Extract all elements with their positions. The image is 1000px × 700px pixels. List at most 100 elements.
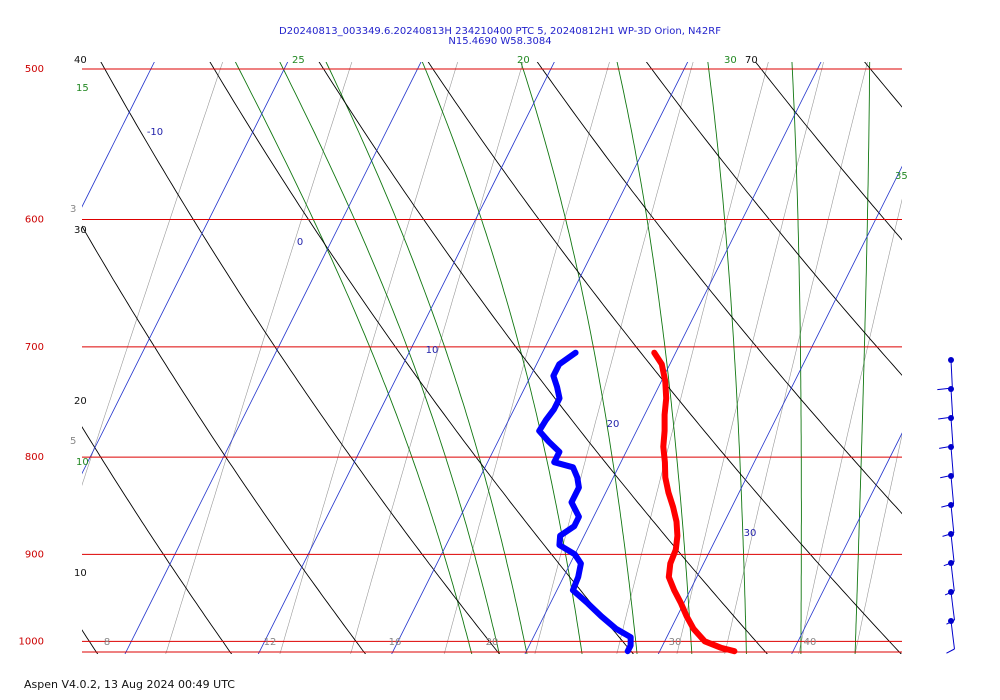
isotherm-line [791,432,902,654]
wind-barb-staff [950,475,955,505]
wind-barb-station-dot [948,589,954,595]
chart-subtitle: N15.4690 W58.3084 [448,36,551,47]
series-point-dewpoint [551,406,557,412]
series-point-temperature [662,378,668,384]
dry-adiabat-label: 70 [745,55,758,66]
mixing-ratio-line [165,62,353,654]
series-point-dewpoint [556,449,562,455]
mixing-ratio-line [443,62,610,654]
mixing-ratio-line [534,62,694,654]
series-point-temperature [663,395,669,401]
wind-barb-staff [950,446,954,476]
wind-barb-station-dot [948,386,954,392]
series-point-temperature [651,350,657,356]
series-point-temperature [674,519,680,525]
series-point-dewpoint [554,384,560,390]
pressure-tick-label: 500 [25,64,44,75]
dry-adiabat-line [318,62,768,654]
moist-adiabat-label: 35 [895,171,908,182]
isotherm-label: 10 [426,345,439,356]
moist-adiabat-line [234,62,473,654]
isotherm-line [391,62,689,654]
moist-adiabat-label: 15 [76,83,89,94]
moist-adiabat-line [325,62,528,654]
isotherm-line [257,62,555,654]
isotherm-line [82,62,289,475]
moist-adiabat-line [854,62,871,654]
wind-barb-station-dot [948,531,954,537]
series-point-dewpoint [550,373,556,379]
series-point-temperature [662,412,668,418]
bottom-tick-label: 30 [669,637,682,648]
series-point-temperature [666,574,672,580]
bottom-tick-label: 12 [264,637,277,648]
dry-adiabat-line [891,0,1000,689]
axis-labels: 500 600 700 800 900 1000 8 12 16 20 30 40 -10 0 10 20 30… [19,55,908,648]
dry-adiabat-label: 30 [74,225,87,236]
series-point-temperature [684,613,690,619]
series-point-temperature [667,560,673,566]
mixing-ratio-line [279,62,459,654]
moist-adiabat-line [421,62,583,654]
series-point-dewpoint [570,587,576,593]
dry-adiabat-label: 10 [74,568,87,579]
moist-adiabat-label: 20 [517,55,530,66]
series-point-dewpoint [572,551,578,557]
wind-barb-station-dot [948,444,954,450]
series-line-dewpoint [536,349,634,655]
bottom-tick-label: 20 [486,637,499,648]
series-point-dewpoint [576,514,582,520]
mixing-ratio-line [798,198,902,654]
dry-adiabat-line [864,62,902,108]
series-point-temperature [665,489,671,495]
series-point-temperature [662,459,668,465]
mixing-ratio-line [350,62,524,654]
wind-barb-station-dot [948,560,954,566]
sounding-profiles [536,349,738,655]
wind-barb-station-dot [948,473,954,479]
wind-barb-staff [950,417,954,447]
dry-adiabat-line [82,629,99,654]
wind-barb-station-dot [948,502,954,508]
series-point-dewpoint [569,499,575,505]
mixing-ratio-line [854,433,902,654]
pressure-tick-label: 800 [25,452,44,463]
isotherm-label: 30 [744,528,757,539]
moist-adiabat-label: 25 [292,55,305,66]
dry-adiabat-label: 20 [74,396,87,407]
series-point-dewpoint [576,484,582,490]
moist-adiabat-label: 10 [76,457,89,468]
wind-barb-station-dot [948,415,954,421]
chart-title: D20240813_003349.6.20240813H 234210400 P… [279,26,721,37]
dry-adiabat-line [100,62,500,654]
dry-adiabat-line [754,62,902,241]
moist-adiabat-line [279,62,500,654]
series-point-dewpoint [557,395,563,401]
wind-barb-staff [950,359,953,389]
series-point-dewpoint [543,417,549,423]
dry-adiabat-line [645,62,902,376]
wind-barb-staff [950,620,955,650]
mixing-ratio-label: 3 [70,204,76,215]
series-point-dewpoint [551,459,557,465]
dry-adiabat-line [427,62,902,654]
series-point-dewpoint [613,626,619,632]
wind-barb-staff [950,388,954,418]
wind-barb-station-dot [948,618,954,624]
series-point-temperature [678,600,684,606]
dry-adiabat-label: 40 [74,55,87,66]
moist-adiabat-label: 30 [724,55,737,66]
moist-adiabat-line [791,62,802,654]
wind-barb-station-dot [948,357,954,363]
series-point-temperature [662,428,668,434]
wind-barb-staff [950,562,955,592]
series-point-dewpoint [573,350,579,356]
series-point-temperature [670,504,676,510]
series-point-dewpoint [556,542,562,548]
dry-adiabat-line [536,62,902,515]
dry-adiabat-line [82,225,367,654]
pressure-tick-label: 600 [25,215,44,226]
moist-adiabat-line [616,62,693,654]
pressure-tick-label: 1000 [19,636,44,647]
